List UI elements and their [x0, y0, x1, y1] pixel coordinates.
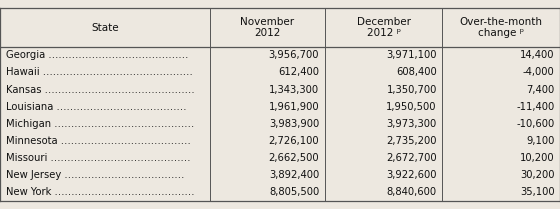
Text: -4,000: -4,000: [522, 68, 554, 78]
Text: Kansas ………………………………………: Kansas ………………………………………: [6, 85, 194, 94]
Text: 3,973,300: 3,973,300: [386, 119, 437, 129]
Text: 10,200: 10,200: [520, 153, 554, 163]
Text: 2,726,100: 2,726,100: [269, 136, 319, 146]
Text: Missouri ……………………………………: Missouri ……………………………………: [6, 153, 190, 163]
Text: 2,735,200: 2,735,200: [386, 136, 437, 146]
Text: 30,200: 30,200: [520, 170, 554, 180]
Text: 2,672,700: 2,672,700: [386, 153, 437, 163]
Text: 1,350,700: 1,350,700: [386, 85, 437, 94]
Text: 8,805,500: 8,805,500: [269, 187, 319, 197]
Text: Michigan ……………………………………: Michigan ……………………………………: [6, 119, 194, 129]
Text: 2,662,500: 2,662,500: [269, 153, 319, 163]
Text: 3,892,400: 3,892,400: [269, 170, 319, 180]
Text: 1,950,500: 1,950,500: [386, 102, 437, 112]
Text: 35,100: 35,100: [520, 187, 554, 197]
Text: 612,400: 612,400: [278, 68, 319, 78]
Text: Louisiana …………………………………: Louisiana …………………………………: [6, 102, 186, 112]
Text: New Jersey ………………………………: New Jersey ………………………………: [6, 170, 184, 180]
Text: -11,400: -11,400: [516, 102, 554, 112]
Text: Over-the-month
change ᵖ: Over-the-month change ᵖ: [460, 17, 543, 38]
Text: New York ……………………………………: New York ……………………………………: [6, 187, 194, 197]
Text: 3,922,600: 3,922,600: [386, 170, 437, 180]
Text: -10,600: -10,600: [516, 119, 554, 129]
Text: 608,400: 608,400: [396, 68, 437, 78]
Text: November
2012: November 2012: [240, 17, 295, 38]
Text: 9,100: 9,100: [526, 136, 554, 146]
Text: 8,840,600: 8,840,600: [386, 187, 437, 197]
Text: Georgia ……………………………………: Georgia ……………………………………: [6, 50, 188, 60]
Text: December
2012 ᵖ: December 2012 ᵖ: [357, 17, 410, 38]
Text: 7,400: 7,400: [526, 85, 554, 94]
Text: State: State: [91, 23, 119, 33]
Text: Minnesota …………………………………: Minnesota …………………………………: [6, 136, 190, 146]
Text: Hawaii ………………………………………: Hawaii ………………………………………: [6, 68, 192, 78]
Text: 1,961,900: 1,961,900: [269, 102, 319, 112]
Text: 1,343,300: 1,343,300: [269, 85, 319, 94]
Text: 3,983,900: 3,983,900: [269, 119, 319, 129]
Text: 3,956,700: 3,956,700: [269, 50, 319, 60]
Text: 14,400: 14,400: [520, 50, 554, 60]
Text: 3,971,100: 3,971,100: [386, 50, 437, 60]
